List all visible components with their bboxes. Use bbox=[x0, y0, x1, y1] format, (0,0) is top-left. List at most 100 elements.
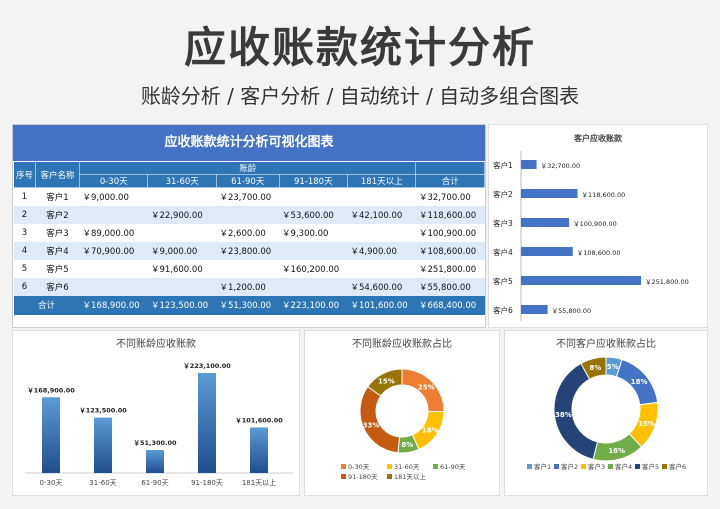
chart-title: 不同客户应收账款占比 bbox=[556, 337, 656, 350]
cell-value: ￥160,200.00 bbox=[279, 259, 348, 278]
header-customer: 客户名称 bbox=[35, 161, 80, 188]
chart-title: 不同账龄应收账款占比 bbox=[352, 337, 452, 350]
legend-label: 客户6 bbox=[669, 462, 686, 471]
header-aging-group: 账龄 bbox=[78, 161, 417, 175]
data-label: ￥123,500.00 bbox=[79, 407, 127, 415]
cell-value bbox=[79, 259, 148, 278]
category-label: 客户2 bbox=[493, 189, 513, 199]
bar bbox=[521, 189, 578, 198]
cell-total: ￥55,800.00 bbox=[415, 277, 485, 296]
table-row: 5 客户5 ￥91,600.00 ￥160,200.00 ￥251,800.00 bbox=[13, 259, 485, 278]
cell-value bbox=[279, 241, 348, 260]
cell-value: ￥9,000.00 bbox=[147, 241, 217, 260]
bar bbox=[521, 160, 537, 169]
cell-value bbox=[279, 277, 348, 296]
customer-receivables-chart-panel: 客户应收账款 客户1 ￥32,700.00 客户2 ￥118,600.00 客户3 ￥100… bbox=[488, 124, 708, 328]
legend-label: 客户2 bbox=[561, 462, 578, 471]
customer-share-donut: 不同客户应收账款占比 5% 18% 15% 16% 38% 8% 客户1 客户2 客户3 客户4 客户… bbox=[527, 337, 686, 471]
data-label: 8% bbox=[589, 364, 601, 372]
data-label: ￥51,300.00 bbox=[133, 439, 177, 447]
cell-customer: 客户1 bbox=[35, 187, 80, 206]
cell-grand-total: ￥668,400.00 bbox=[415, 295, 485, 315]
cell-value: ￥1,200.00 bbox=[216, 277, 280, 296]
legend-label: 31-60天 bbox=[394, 463, 420, 471]
customer-share-chart-panel: 不同客户应收账款占比 5% 18% 15% 16% 38% 8% 客户1 客户2 客户3 客户4 客户… bbox=[504, 330, 708, 496]
cell-customer: 客户4 bbox=[35, 241, 80, 260]
aging-column-chart: 不同账龄应收账款 ￥168,900.00 0-30天 ￥123,500.00 31-60… bbox=[25, 337, 293, 487]
data-label: ￥251,800.00 bbox=[645, 278, 689, 286]
bar bbox=[521, 218, 570, 227]
data-label: ￥101,600.00 bbox=[235, 416, 283, 424]
table-row: 2 客户2 ￥22,900.00 ￥53,600.00 ￥42,100.00 ￥… bbox=[13, 205, 485, 224]
page-subtitle: 账龄分析 / 客户分析 / 自动统计 / 自动多组合图表 bbox=[140, 84, 580, 108]
cell-value bbox=[216, 259, 280, 278]
cell-total-value: ￥223,100.00 bbox=[279, 295, 348, 315]
legend-swatch bbox=[608, 464, 613, 469]
slice bbox=[580, 356, 607, 380]
header-age-4: 181天以上 bbox=[347, 174, 417, 188]
cell-customer: 客户3 bbox=[35, 223, 80, 242]
data-label: 8% bbox=[401, 441, 413, 449]
bar bbox=[42, 397, 60, 473]
page-title: 应收账款统计分析 bbox=[183, 23, 536, 72]
cell-total: ￥100,900.00 bbox=[415, 223, 485, 242]
cell-value: ￥23,800.00 bbox=[216, 241, 280, 260]
data-label: ￥55,800.00 bbox=[552, 307, 592, 315]
legend-label: 客户1 bbox=[534, 462, 551, 471]
cell-value: ￥2,600.00 bbox=[216, 223, 280, 242]
cell-total: ￥108,600.00 bbox=[415, 241, 485, 260]
bar bbox=[521, 276, 641, 285]
table-total-row: 合计 ￥168,900.00 ￥123,500.00 ￥51,300.00 ￥2… bbox=[13, 295, 485, 315]
bar bbox=[250, 427, 268, 473]
aging-column-chart-panel: 不同账龄应收账款 ￥168,900.00 0-30天 ￥123,500.00 31-60… bbox=[12, 330, 300, 496]
data-label: ￥223,100.00 bbox=[183, 362, 231, 370]
cell-value: ￥91,600.00 bbox=[147, 259, 217, 278]
legend-swatch bbox=[554, 464, 559, 469]
cell-seq: 5 bbox=[13, 259, 36, 278]
slice bbox=[359, 385, 401, 454]
tick-label: 91-180天 bbox=[191, 479, 223, 487]
cell-customer: 客户5 bbox=[35, 259, 80, 278]
aging-share-donut: 不同账龄应收账款占比 25% 18% 8% 33% 15% 0-30天 31-60天 61-90… bbox=[341, 337, 466, 481]
cell-total: ￥118,600.00 bbox=[415, 205, 485, 224]
category-label: 客户6 bbox=[493, 305, 513, 315]
legend-label: 客户3 bbox=[588, 462, 605, 471]
cell-seq: 3 bbox=[13, 223, 36, 242]
chart-title: 不同账龄应收账款 bbox=[116, 337, 196, 350]
cell-value: ￥70,900.00 bbox=[79, 241, 148, 260]
legend-label: 181天以上 bbox=[394, 472, 426, 481]
legend-swatch bbox=[581, 464, 586, 469]
legend-label: 91-180天 bbox=[348, 473, 378, 481]
data-label: ￥100,900.00 bbox=[573, 220, 617, 228]
aging-share-chart-panel: 不同账龄应收账款占比 25% 18% 8% 33% 15% 0-30天 31-60天 61-90… bbox=[304, 330, 500, 496]
legend-swatch bbox=[527, 464, 532, 469]
data-label: 25% bbox=[418, 384, 435, 392]
data-label: ￥168,900.00 bbox=[27, 386, 75, 394]
tick-label: 61-90天 bbox=[141, 479, 168, 487]
bar bbox=[198, 373, 216, 473]
cell-value: ￥54,600.00 bbox=[347, 277, 416, 296]
cell-value bbox=[147, 277, 217, 296]
table-title: 应收账款统计分析可视化图表 bbox=[13, 125, 485, 161]
header-age-3: 91-180天 bbox=[278, 174, 349, 188]
legend-swatch bbox=[433, 464, 438, 469]
header-total: 合计 bbox=[415, 174, 485, 188]
category-label: 客户4 bbox=[493, 247, 513, 257]
legend-swatch bbox=[341, 464, 346, 469]
data-label: 38% bbox=[555, 411, 572, 419]
bar bbox=[521, 247, 573, 256]
tick-label: 31-60天 bbox=[89, 479, 116, 487]
bar bbox=[94, 417, 112, 473]
cell-value: ￥9,300.00 bbox=[279, 223, 348, 242]
cell-value bbox=[347, 223, 416, 242]
table-row: 3 客户3 ￥89,000.00 ￥2,600.00 ￥9,300.00 ￥10… bbox=[13, 223, 485, 242]
data-label: 18% bbox=[631, 378, 648, 386]
chart-title: 客户应收账款 bbox=[573, 133, 623, 143]
data-label: ￥32,700.00 bbox=[541, 162, 581, 170]
bar bbox=[146, 450, 164, 473]
cell-customer: 客户6 bbox=[35, 277, 80, 296]
cell-total: ￥32,700.00 bbox=[415, 187, 485, 206]
cell-value: ￥9,000.00 bbox=[79, 187, 148, 206]
category-label: 客户5 bbox=[493, 276, 513, 286]
